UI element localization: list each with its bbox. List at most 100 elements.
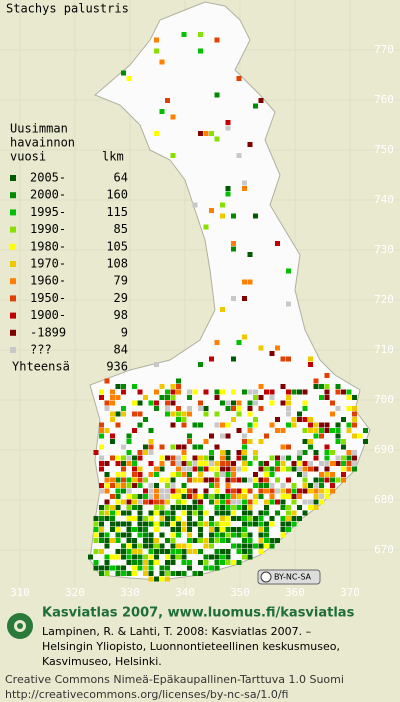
cell	[198, 510, 203, 516]
cell	[110, 395, 115, 400]
cell	[225, 450, 231, 455]
cell	[165, 538, 170, 543]
cell	[165, 554, 170, 560]
cell	[203, 406, 209, 411]
cell	[132, 428, 137, 433]
cell	[280, 455, 286, 461]
cell	[341, 389, 346, 395]
cell	[154, 389, 159, 395]
cell	[225, 521, 231, 527]
cell	[236, 505, 242, 510]
legend-count: 64	[114, 171, 128, 185]
cell	[115, 472, 121, 477]
cell	[126, 461, 132, 466]
cell	[319, 422, 324, 428]
x-label: 360	[285, 586, 305, 599]
cell	[313, 499, 319, 505]
cell	[236, 560, 242, 565]
cell	[280, 499, 286, 505]
cell	[126, 477, 132, 483]
cell	[308, 428, 313, 433]
legend-label: 1995-	[30, 205, 66, 219]
cell	[280, 521, 286, 527]
cell	[264, 510, 269, 516]
cell	[93, 560, 99, 565]
cell	[93, 450, 99, 455]
cell	[253, 483, 258, 488]
cell	[214, 389, 220, 395]
cell	[297, 455, 302, 461]
cell	[231, 494, 236, 499]
cell	[165, 549, 170, 554]
cell	[253, 213, 258, 219]
cell	[286, 455, 291, 461]
cell	[176, 521, 181, 527]
cell	[170, 571, 176, 576]
legend-swatch	[10, 226, 16, 233]
legend-swatch	[10, 192, 16, 199]
cell	[302, 439, 308, 444]
cell	[170, 549, 176, 554]
cell	[159, 109, 165, 114]
cell	[187, 549, 192, 554]
cell	[286, 406, 291, 411]
cell	[225, 400, 231, 406]
legend-swatch	[10, 175, 16, 181]
cell	[170, 400, 176, 406]
cell	[181, 554, 187, 560]
cell	[236, 494, 242, 499]
cell	[148, 565, 154, 571]
cell	[154, 131, 159, 136]
cell	[313, 483, 319, 488]
cell	[192, 499, 198, 505]
cell	[225, 560, 231, 565]
cell	[363, 428, 368, 433]
cell	[231, 477, 236, 483]
cell	[324, 395, 330, 400]
cell	[220, 538, 225, 543]
cell	[280, 505, 286, 510]
cell	[308, 505, 313, 510]
cell	[242, 180, 247, 186]
cell	[242, 439, 247, 444]
cell	[286, 477, 291, 483]
cell	[297, 466, 302, 472]
cell	[280, 483, 286, 488]
cell	[236, 428, 242, 433]
citation-line: Lampinen, R. & Lahti, T. 2008: Kasviatla…	[42, 625, 311, 638]
cell	[209, 477, 214, 483]
cell	[214, 521, 220, 527]
cell	[286, 466, 291, 472]
cell	[214, 444, 220, 450]
cell	[115, 477, 121, 483]
cell	[297, 494, 302, 499]
cell	[170, 510, 176, 516]
cell	[264, 472, 269, 477]
cell	[209, 499, 214, 505]
cell	[148, 483, 154, 488]
cell	[313, 428, 319, 433]
cell	[231, 213, 236, 219]
cell	[352, 433, 357, 439]
cell	[313, 450, 319, 455]
legend-label: 2005-	[30, 171, 66, 185]
cell	[121, 543, 126, 549]
cell	[159, 505, 165, 510]
cell	[253, 472, 258, 477]
cell	[335, 455, 341, 461]
cell	[126, 499, 132, 505]
cell	[236, 455, 242, 461]
cell	[203, 455, 209, 461]
cell	[192, 455, 198, 461]
cell	[104, 400, 110, 406]
cell	[214, 136, 220, 142]
cell	[198, 466, 203, 472]
cc-icon	[260, 571, 272, 583]
cell	[126, 488, 132, 494]
cell	[269, 521, 275, 527]
cell	[335, 422, 341, 428]
legend-swatch	[10, 295, 16, 302]
cell	[209, 516, 214, 521]
cell	[99, 516, 104, 521]
cell	[209, 466, 214, 472]
